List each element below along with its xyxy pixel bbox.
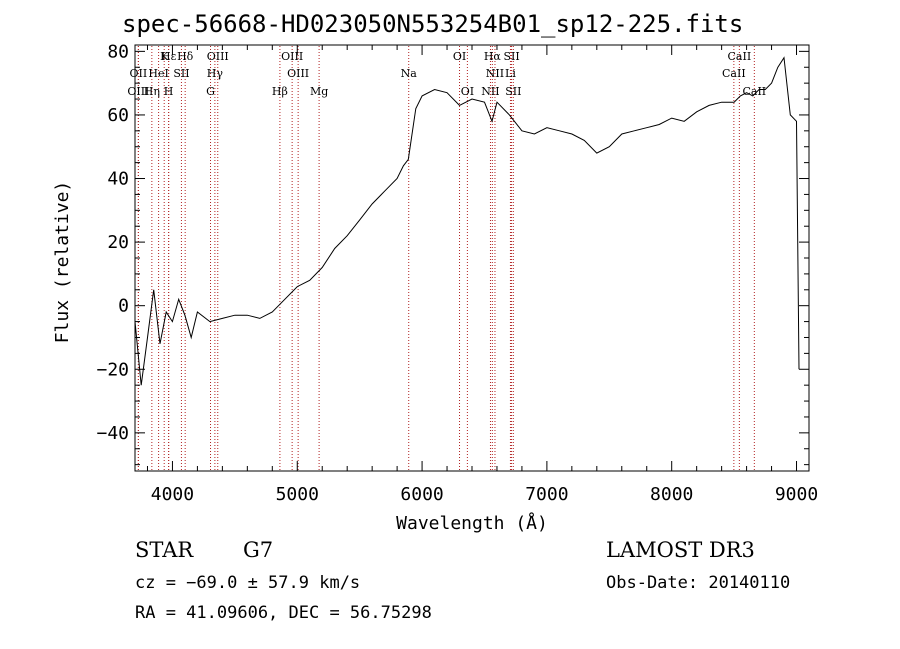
y-tick-label-1: −20 xyxy=(96,359,129,380)
line-marker-label-19: Hη xyxy=(144,85,160,98)
line-marker-label-23: Mg xyxy=(310,85,328,98)
chart-title: spec-56668-HD023050N553254B01_sp12-225.f… xyxy=(122,10,744,38)
line-marker-label-11: SII xyxy=(173,67,189,80)
line-marker-label-22: Hβ xyxy=(272,85,288,98)
line-marker-label-12: Hγ xyxy=(207,67,224,80)
x-tick-label-2: 6000 xyxy=(400,484,443,505)
line-marker-label-25: NII xyxy=(481,85,499,98)
x-tick-label-1: 5000 xyxy=(276,484,319,505)
spectral-subclass: G7 xyxy=(243,538,274,562)
x-tick-label-4: 8000 xyxy=(650,484,693,505)
observation-date: Obs-Date: 20140110 xyxy=(606,573,791,593)
line-marker-label-26: SII xyxy=(505,85,521,98)
line-marker-label-13: OIII xyxy=(287,67,309,80)
plot-frame xyxy=(134,44,810,472)
x-axis-label: Wavelength (Å) xyxy=(396,512,548,534)
line-marker-label-21: G xyxy=(206,85,215,98)
y-tick-label-4: 40 xyxy=(107,169,129,190)
line-marker-label-17: CaII xyxy=(722,67,746,80)
line-marker-label-4: OIII xyxy=(281,50,303,63)
flux-series-line xyxy=(134,56,800,386)
line-marker-label-2: Hδ xyxy=(177,50,194,63)
y-tick-label-5: 60 xyxy=(107,105,129,126)
line-marker-label-10: HeI xyxy=(148,67,168,80)
line-marker-label-18: OIII xyxy=(127,85,149,98)
ra-dec-coordinates: RA = 41.09606, DEC = 56.75298 xyxy=(135,603,432,623)
x-tick-label-5: 9000 xyxy=(775,484,818,505)
redshift-cz: cz = −69.0 ± 57.9 km/s xyxy=(135,573,361,593)
y-axis-label: Flux (relative) xyxy=(52,181,73,344)
line-marker-label-20: H xyxy=(164,85,174,98)
object-type: STAR xyxy=(135,538,194,562)
x-tick-label-3: 7000 xyxy=(525,484,568,505)
line-marker-label-27: CaII xyxy=(742,85,766,98)
x-tick-label-0: 4000 xyxy=(151,484,194,505)
line-marker-label-9: OII xyxy=(130,67,148,80)
line-marker-label-24: OI xyxy=(461,85,474,98)
line-marker-label-16: Li xyxy=(505,67,516,80)
y-tick-label-3: 20 xyxy=(107,232,129,253)
line-marker-label-3: OIII xyxy=(207,50,229,63)
y-tick-label-2: 0 xyxy=(118,296,129,317)
y-tick-label-6: 80 xyxy=(107,41,129,62)
line-marker-label-6: Hα xyxy=(484,50,502,63)
line-marker-label-8: CaII xyxy=(728,50,752,63)
line-marker-label-5: OI xyxy=(453,50,466,63)
line-marker-label-15: NII xyxy=(486,67,504,80)
line-marker-label-7: SII xyxy=(503,50,519,63)
survey-name: LAMOST DR3 xyxy=(606,538,755,562)
y-tick-label-0: −40 xyxy=(96,423,129,444)
spectral-line-markers xyxy=(137,46,755,470)
y-axis-ticks: −40 −20 0 20 40 60 80 xyxy=(96,41,809,466)
x-axis-ticks: 4000 5000 6000 7000 8000 9000 xyxy=(146,45,818,505)
line-marker-label-1: K xyxy=(160,50,169,63)
line-marker-label-14: Na xyxy=(401,67,418,80)
